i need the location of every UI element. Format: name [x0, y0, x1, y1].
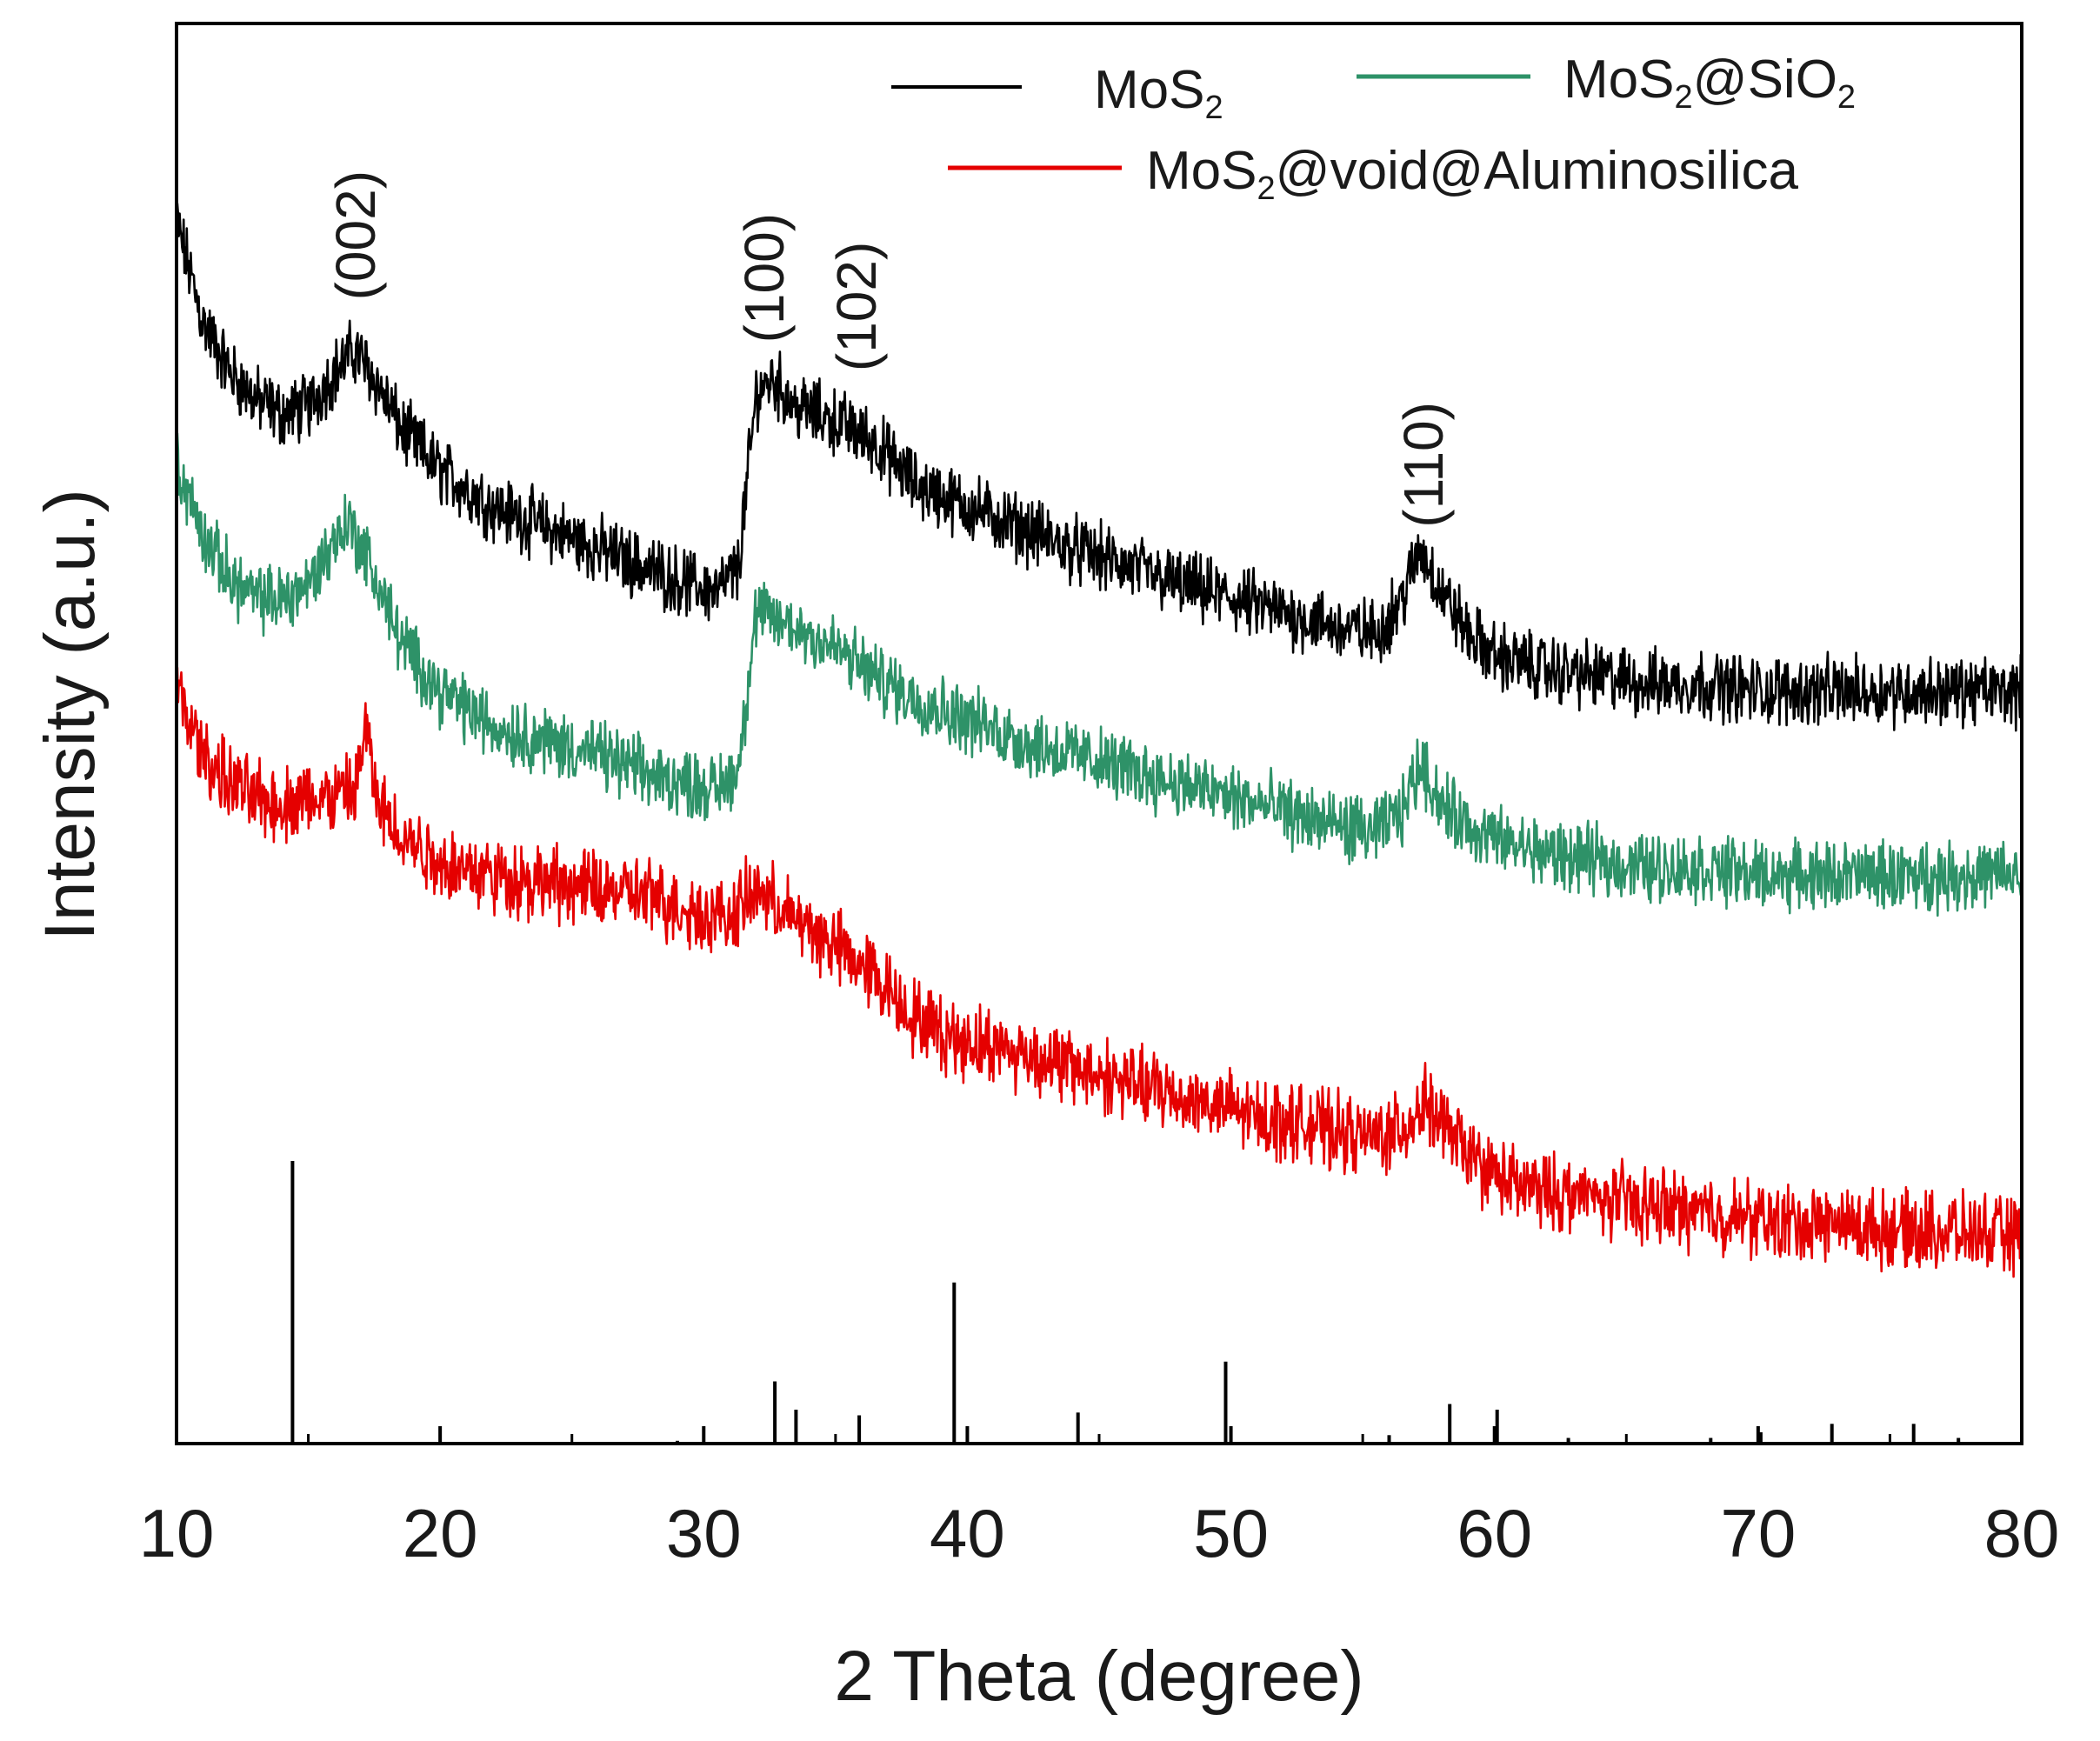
peak-label: (002) [324, 170, 387, 300]
series-line-mos2-sio2 [175, 431, 2023, 917]
legend-label-mos2-void-aluminosilica: MoS2@void@Aluminosilica [1146, 141, 1799, 207]
series-line-mos2-void-aluminosilica [175, 666, 2023, 1278]
x-tick-label: 30 [666, 1495, 742, 1571]
x-axis: 10 20 30 40 50 60 70 80 [139, 1426, 2060, 1571]
x-tick-label: 50 [1193, 1495, 1269, 1571]
peak-labels: (002) (100) (102) (110) [324, 170, 1455, 528]
x-tick-label: 60 [1457, 1495, 1532, 1571]
x-tick-label: 40 [930, 1495, 1005, 1571]
x-tick-label: 70 [1720, 1495, 1796, 1571]
x-tick-label: 20 [403, 1495, 478, 1571]
peak-label: (102) [825, 242, 888, 371]
legend-label-mos2-sio2: MoS2@SiO2 [1563, 50, 1856, 116]
x-tick-label: 10 [139, 1495, 215, 1571]
peak-label: (100) [733, 213, 796, 343]
x-tick-label: 80 [1984, 1495, 2060, 1571]
legend: MoS2 MoS2@SiO2 MoS2@void@Aluminosilica [891, 50, 1856, 207]
peak-label: (110) [1392, 402, 1455, 528]
plot-frame [175, 22, 2023, 1445]
series-layer [175, 202, 2023, 1278]
y-axis-label: Intensity (a.u.) [30, 489, 110, 941]
legend-label-mos2: MoS2 [1094, 60, 1223, 126]
x-axis-label: 2 Theta (degree) [834, 1637, 1363, 1716]
series-line-mos2 [175, 202, 2023, 732]
reference-pattern [290, 1161, 1961, 1444]
